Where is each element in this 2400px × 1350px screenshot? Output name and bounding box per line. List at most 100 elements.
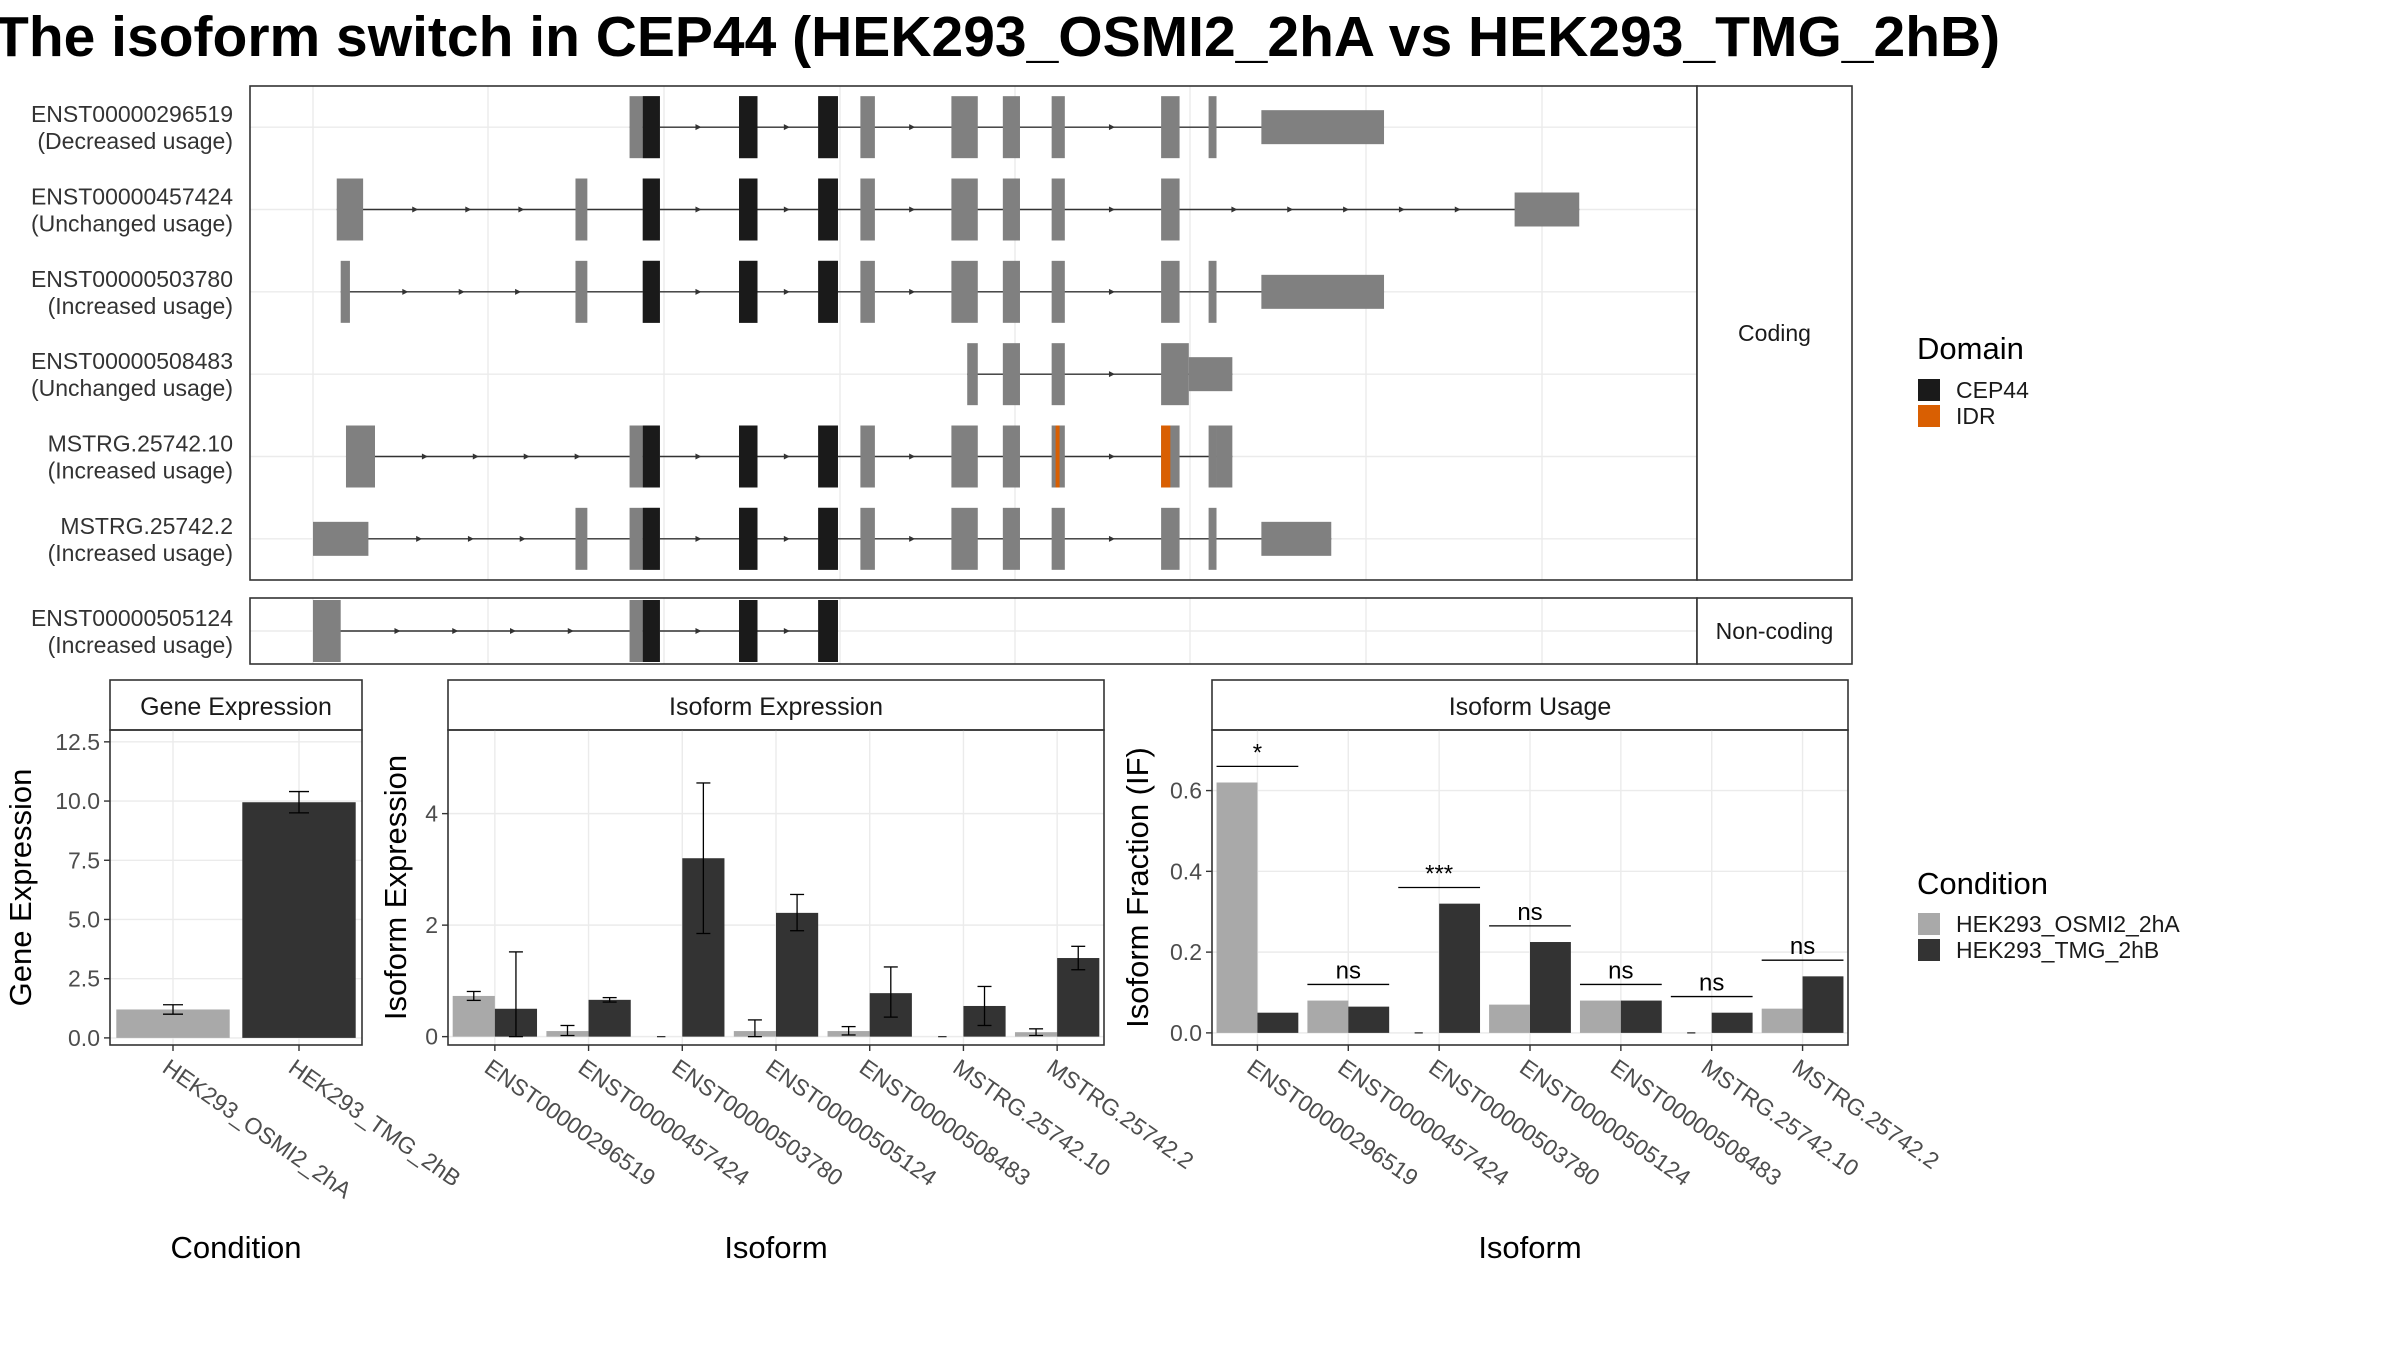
y-tick-label: 0.6 bbox=[1170, 778, 1202, 804]
bar-panel bbox=[109, 729, 363, 1046]
y-tick-label: 5.0 bbox=[68, 906, 100, 932]
y-tick-label: 0.4 bbox=[1170, 858, 1202, 884]
domain-legend-key bbox=[1918, 405, 1940, 427]
intron-arrow bbox=[695, 535, 702, 542]
intron-arrow bbox=[695, 453, 702, 460]
exon bbox=[313, 521, 369, 556]
cep44-domain bbox=[642, 178, 660, 241]
intron-arrow bbox=[472, 453, 479, 460]
exon bbox=[629, 425, 643, 488]
bar bbox=[1439, 903, 1481, 1033]
bar bbox=[1530, 942, 1571, 1033]
intron-arrow bbox=[783, 206, 790, 213]
exon bbox=[629, 96, 643, 159]
intron-arrow bbox=[909, 535, 916, 542]
y-tick-label: 0 bbox=[425, 1024, 438, 1050]
intron-arrow bbox=[695, 124, 702, 131]
intron-arrow bbox=[394, 628, 401, 634]
bar bbox=[1057, 958, 1100, 1037]
x-tick-label: ENST00000508483 bbox=[855, 1054, 1035, 1191]
exon bbox=[1208, 260, 1217, 323]
bar bbox=[1489, 1004, 1530, 1033]
intron-arrow bbox=[1108, 453, 1115, 460]
x-tick-label: ENST00000503780 bbox=[667, 1054, 847, 1191]
transcript-usage-label: (Increased usage) bbox=[48, 632, 233, 658]
intron-arrow bbox=[452, 628, 459, 634]
transcript-usage-label: (Decreased usage) bbox=[37, 128, 233, 154]
intron-arrow bbox=[909, 288, 916, 295]
transcript-usage-label: (Increased usage) bbox=[48, 293, 233, 319]
bar bbox=[1216, 782, 1258, 1033]
x-tick-label: ENST00000296519 bbox=[480, 1054, 660, 1191]
transcript-usage-label: (Unchanged usage) bbox=[31, 211, 233, 237]
cep44-domain bbox=[818, 260, 838, 323]
intron-arrow bbox=[467, 535, 474, 542]
x-tick-label: MSTRG.25742.2 bbox=[1788, 1054, 1944, 1174]
bar bbox=[242, 802, 356, 1038]
exon bbox=[1161, 260, 1180, 323]
intron-arrow bbox=[1108, 288, 1115, 295]
intron-arrow bbox=[465, 206, 472, 213]
intron-arrow bbox=[1287, 206, 1294, 213]
bar bbox=[1711, 1012, 1753, 1033]
intron-arrow bbox=[783, 535, 790, 542]
y-tick-label: 7.5 bbox=[68, 847, 100, 873]
chart-layer: ENST00000296519 (Decreased usage) ENST0000… bbox=[3, 85, 2180, 1265]
cep44-domain bbox=[739, 260, 758, 323]
condition-legend-key bbox=[1918, 939, 1940, 961]
significance-label: ns bbox=[1608, 957, 1633, 984]
condition-legend-label: HEK293_TMG_2hB bbox=[1956, 937, 2159, 963]
exon bbox=[1261, 521, 1332, 556]
cep44-domain bbox=[818, 425, 838, 488]
exon bbox=[1051, 507, 1065, 570]
significance-label: * bbox=[1253, 739, 1262, 766]
exon bbox=[575, 178, 588, 241]
intron-arrow bbox=[1108, 124, 1115, 131]
intron-arrow bbox=[519, 535, 526, 542]
y-tick-label: 0.0 bbox=[1170, 1020, 1202, 1046]
exon bbox=[629, 507, 643, 570]
cep44-domain bbox=[739, 507, 758, 570]
bar bbox=[1802, 976, 1844, 1033]
condition-legend-label: HEK293_OSMI2_2hA bbox=[1956, 911, 2180, 937]
significance-label: ns bbox=[1517, 899, 1542, 926]
bar-panel bbox=[447, 729, 1105, 1046]
exon bbox=[860, 178, 875, 241]
exon bbox=[1002, 507, 1020, 570]
exon bbox=[629, 600, 643, 662]
cep44-domain bbox=[818, 178, 838, 241]
x-tick-label: ENST00000505124 bbox=[761, 1054, 942, 1191]
bar bbox=[776, 912, 819, 1037]
y-tick-label: 4 bbox=[425, 801, 438, 827]
exon bbox=[1161, 507, 1180, 570]
intron-arrow bbox=[1108, 206, 1115, 213]
exon bbox=[1002, 343, 1020, 406]
domain-legend-label: IDR bbox=[1956, 403, 1996, 429]
exon bbox=[1051, 343, 1065, 406]
intron-arrow bbox=[515, 288, 522, 295]
intron-arrow bbox=[1454, 206, 1461, 213]
exon bbox=[951, 425, 978, 488]
exon bbox=[967, 343, 978, 406]
exon bbox=[1161, 178, 1180, 241]
transcript-id: MSTRG.25742.10 bbox=[48, 431, 233, 457]
panel-strip bbox=[1696, 85, 1853, 581]
y-tick-label: 0.0 bbox=[68, 1025, 100, 1051]
intron-arrow bbox=[567, 628, 574, 634]
intron-arrow bbox=[402, 288, 409, 295]
significance-label: ns bbox=[1336, 957, 1361, 984]
intron-arrow bbox=[458, 288, 465, 295]
transcript-id: ENST00000508483 bbox=[31, 348, 233, 374]
y-tick-label: 2 bbox=[425, 912, 438, 938]
cep44-domain bbox=[739, 178, 758, 241]
panel-strip-label: Isoform Usage bbox=[1449, 693, 1612, 721]
cep44-domain bbox=[642, 425, 660, 488]
exon bbox=[1161, 343, 1189, 406]
intron-arrow bbox=[783, 288, 790, 295]
exon bbox=[313, 600, 341, 662]
y-tick-label: 0.2 bbox=[1170, 939, 1202, 965]
transcript-usage-label: (Increased usage) bbox=[48, 540, 233, 566]
domain-legend-label: CEP44 bbox=[1956, 377, 2029, 403]
bar bbox=[1348, 1006, 1390, 1033]
exon bbox=[1002, 96, 1020, 159]
